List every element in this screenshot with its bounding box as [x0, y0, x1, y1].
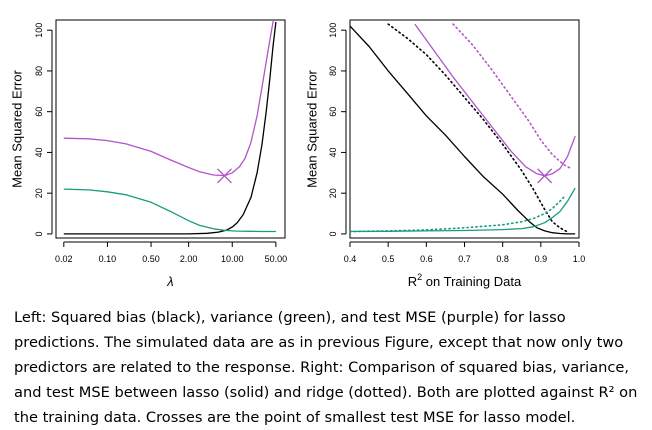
x-axis-label: λ	[166, 274, 173, 289]
right-panel: 0.4 0.5 0.6 0.7 0.8 0.9 1.0 0 20 40 60 80 100 Mean Sq…	[304, 19, 586, 289]
left-panel: 0.02 0.10 0.50 2.00 10.00 50.00 0 20 40 60 80 100 Me…	[9, 19, 288, 289]
series-line-solid-2	[63, 20, 275, 177]
min-mse-cross-marker	[216, 168, 232, 184]
plot-frame	[55, 19, 286, 239]
x-tick-label: 0.50	[142, 254, 160, 264]
y-tick-label: 40	[328, 147, 338, 157]
x-tick-label: 0.6	[420, 254, 433, 264]
y-axis-label: Mean Squared Error	[9, 69, 24, 187]
y-tick-label: 60	[328, 107, 338, 117]
y-tick-label: 100	[34, 23, 44, 38]
x-tick-label: 0.9	[535, 254, 548, 264]
figure-caption: Left: Squared bias (black), variance (gr…	[14, 309, 638, 426]
x-tick-label: 2.00	[180, 254, 198, 264]
series-line-solid-4	[414, 23, 576, 177]
y-tick-label: 80	[328, 66, 338, 76]
figure: 0.02 0.10 0.50 2.00 10.00 50.00020406080100Me…	[9, 19, 586, 289]
y-tick-label: 60	[34, 107, 44, 117]
series-line-solid-0	[63, 21, 277, 235]
min-mse-cross-marker	[537, 168, 553, 184]
x-tick-label: 0.5	[382, 254, 395, 264]
series-line-dotted-5	[452, 23, 573, 170]
x-tick-label: 0.02	[55, 254, 73, 264]
y-tick-label: 100	[328, 23, 338, 38]
series-line-solid-0	[350, 25, 576, 235]
y-tick-label: 80	[34, 66, 44, 76]
x-tick-label: 50.00	[265, 254, 288, 264]
y-tick-label: 0	[328, 231, 338, 236]
x-axis-label: R2 on Training Data	[408, 272, 522, 289]
series-line-solid-1	[63, 188, 276, 233]
y-tick-label: 40	[34, 147, 44, 157]
series-line-solid-2	[350, 187, 576, 233]
series-line-dotted-3	[350, 196, 565, 233]
plot-frame	[349, 19, 580, 239]
y-tick-label: 20	[34, 188, 44, 198]
x-tick-label: 1.0	[573, 254, 586, 264]
y-tick-label: 0	[34, 231, 44, 236]
y-tick-label: 20	[328, 188, 338, 198]
x-tick-label: 0.8	[496, 254, 509, 264]
series-line-dotted-1	[387, 23, 569, 233]
x-tick-label: 10.00	[221, 254, 244, 264]
x-tick-label: 0.4	[344, 254, 357, 264]
x-tick-label: 0.10	[99, 254, 117, 264]
y-axis-label: Mean Squared Error	[304, 69, 319, 187]
x-tick-label: 0.7	[458, 254, 471, 264]
